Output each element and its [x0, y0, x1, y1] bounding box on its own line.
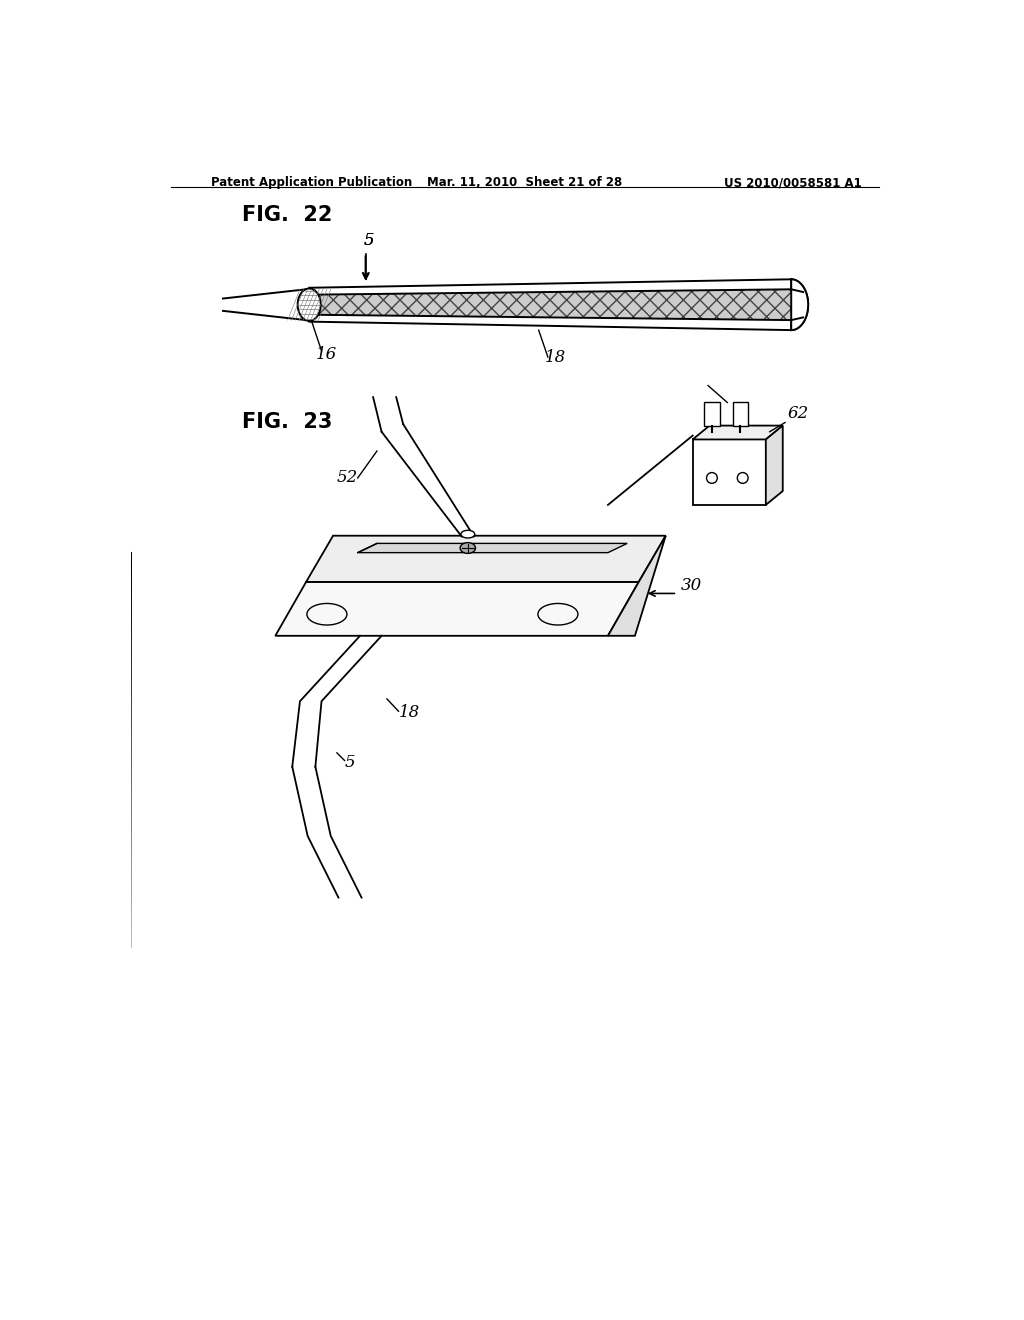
- Polygon shape: [692, 440, 766, 506]
- Text: 30: 30: [680, 577, 701, 594]
- Polygon shape: [309, 289, 792, 321]
- Polygon shape: [608, 536, 666, 636]
- Polygon shape: [309, 280, 792, 294]
- Text: US 2010/0058581 A1: US 2010/0058581 A1: [724, 176, 862, 189]
- Ellipse shape: [298, 289, 321, 321]
- Ellipse shape: [461, 531, 475, 539]
- Ellipse shape: [460, 543, 475, 553]
- Text: 52: 52: [337, 469, 358, 486]
- Text: 18: 18: [545, 350, 566, 367]
- Polygon shape: [309, 314, 792, 330]
- Polygon shape: [275, 582, 639, 636]
- Text: 62: 62: [787, 405, 809, 422]
- Polygon shape: [692, 425, 782, 440]
- Polygon shape: [766, 425, 782, 506]
- Polygon shape: [357, 544, 628, 553]
- Text: 5: 5: [364, 231, 375, 248]
- Text: 18: 18: [398, 704, 420, 721]
- Text: FIG.  22: FIG. 22: [243, 205, 333, 224]
- Text: 5: 5: [364, 231, 375, 248]
- Text: Mar. 11, 2010  Sheet 21 of 28: Mar. 11, 2010 Sheet 21 of 28: [427, 176, 623, 189]
- Polygon shape: [306, 536, 666, 582]
- Text: 16: 16: [315, 346, 337, 363]
- Text: Patent Application Publication: Patent Application Publication: [211, 176, 413, 189]
- Polygon shape: [705, 403, 720, 425]
- Polygon shape: [733, 403, 749, 425]
- Polygon shape: [792, 280, 808, 330]
- Text: FIG.  23: FIG. 23: [243, 412, 333, 433]
- Text: 5: 5: [345, 754, 355, 771]
